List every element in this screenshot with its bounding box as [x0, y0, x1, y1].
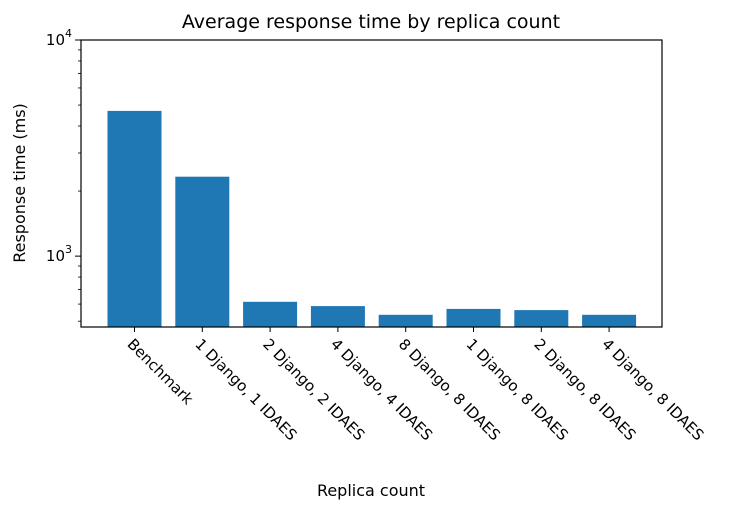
bar — [582, 314, 637, 327]
bar — [514, 310, 569, 327]
bar — [243, 301, 298, 327]
bar — [310, 306, 365, 327]
bar — [378, 314, 433, 327]
bar — [107, 110, 162, 328]
y-tick-label: 103 — [46, 243, 72, 265]
bars — [107, 110, 637, 328]
x-tick-label: Benchmark — [124, 335, 197, 408]
y-axis: 103 104 — [46, 27, 81, 322]
bar — [175, 176, 230, 327]
bar — [446, 308, 501, 327]
plot-frame — [80, 39, 663, 328]
y-tick-label: 104 — [46, 27, 72, 49]
chart-title: Average response time by replica count — [182, 11, 560, 33]
x-axis-label: Replica count — [317, 481, 425, 500]
y-axis-label: Response time (ms) — [10, 103, 29, 263]
